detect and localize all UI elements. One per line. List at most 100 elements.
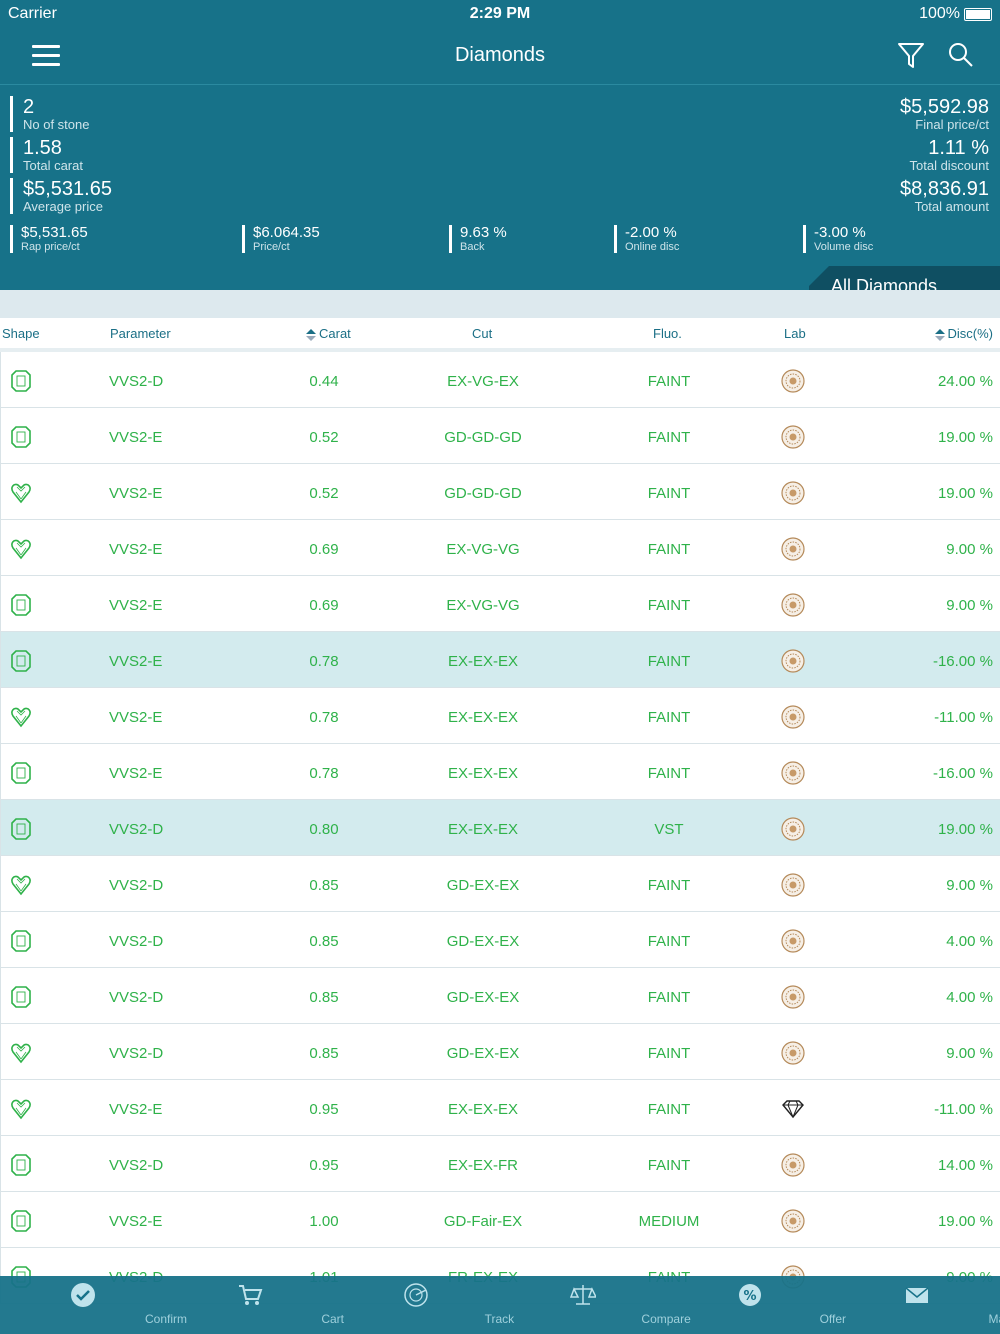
tab-cart[interactable]: Cart [167, 1276, 344, 1334]
filter-icon[interactable] [896, 40, 926, 70]
table-row[interactable]: VVS2-E 0.69 EX-VG-VG FAINT 9.00 % [0, 576, 1000, 632]
table-row[interactable]: VVS2-E 0.78 EX-EX-EX FAINT -11.00 % [0, 688, 1000, 744]
emerald-shape-icon [11, 762, 31, 788]
table-row[interactable]: VVS2-E 0.52 GD-GD-GD FAINT 19.00 % [0, 408, 1000, 464]
segment-strip [0, 290, 1000, 318]
table-row[interactable]: VVS2-D 0.80 EX-EX-EX VST 19.00 % [0, 800, 1000, 856]
col-carat-wrap[interactable]: Carat [306, 326, 351, 341]
cell-fluo: FAINT [647, 653, 691, 670]
col-fluo[interactable]: Fluo. [653, 326, 682, 341]
table-row[interactable]: VVS2-D 0.95 EX-EX-FR FAINT 14.00 % [0, 1136, 1000, 1192]
table-row[interactable]: VVS2-E 0.78 EX-EX-EX FAINT -16.00 % [0, 744, 1000, 800]
cell-fluo: FAINT [647, 541, 691, 558]
col-shape[interactable]: Shape [2, 326, 40, 341]
cell-cut: EX-EX-EX [447, 765, 519, 782]
status-bar: Carrier 2:29 PM 100% [0, 0, 1000, 30]
table-row[interactable]: VVS2-E 0.78 EX-EX-EX FAINT -16.00 % [0, 632, 1000, 688]
table-row[interactable]: VVS2-D 0.85 GD-EX-EX FAINT 9.00 % [0, 856, 1000, 912]
cell-disc: 4.00 % [946, 989, 993, 1006]
hamburger-menu-icon[interactable] [32, 45, 60, 67]
lab-seal-icon [781, 817, 805, 845]
table-row[interactable]: VVS2-D 0.85 GD-EX-EX FAINT 4.00 % [0, 912, 1000, 968]
table-row[interactable]: VVS2-E 1.00 GD-Fair-EX MEDIUM 19.00 % [0, 1192, 1000, 1248]
mini-label: Online disc [625, 241, 680, 253]
table-row[interactable]: VVS2-D 0.85 GD-EX-EX FAINT 9.00 % [0, 1024, 1000, 1080]
emerald-shape-icon [11, 818, 31, 844]
heart-shape-icon [11, 874, 31, 900]
table-row[interactable]: VVS2-D 0.44 EX-VG-EX FAINT 24.00 % [0, 352, 1000, 408]
tab-label: Offer [819, 1312, 847, 1326]
col-cut[interactable]: Cut [472, 326, 493, 341]
cell-disc: 19.00 % [937, 1213, 993, 1230]
cell-parameter: VVS2-E [109, 1101, 163, 1118]
cell-fluo: FAINT [647, 1157, 691, 1174]
stat-label: Total discount [909, 158, 990, 173]
tab-offer[interactable]: % Offer [667, 1276, 846, 1334]
cell-fluo: FAINT [647, 485, 691, 502]
col-lab[interactable]: Lab [784, 326, 806, 341]
cell-carat: 0.78 [309, 709, 339, 726]
stat-label: Total carat [23, 158, 83, 173]
stat-label: Total amount [914, 199, 989, 214]
tab-compare[interactable]: Compare [500, 1276, 691, 1334]
cell-fluo: FAINT [647, 765, 691, 782]
cell-parameter: VVS2-E [109, 485, 163, 502]
battery-status: 100% [919, 5, 992, 23]
cell-disc: 4.00 % [946, 933, 993, 950]
emerald-shape-icon [11, 930, 31, 956]
cell-parameter: VVS2-D [109, 1045, 164, 1062]
cell-disc: 9.00 % [946, 541, 993, 558]
cell-disc: -16.00 % [932, 653, 993, 670]
tab-mail[interactable]: Mail [834, 1276, 1000, 1334]
search-icon[interactable] [946, 40, 976, 70]
cell-disc: -11.00 % [934, 709, 993, 726]
lab-seal-icon [781, 761, 805, 789]
stat-stone-count: 2 No of stone [10, 96, 90, 132]
lab-seal-icon [781, 985, 805, 1013]
cell-carat: 0.85 [309, 877, 339, 894]
table-row[interactable]: VVS2-D 0.85 GD-EX-EX FAINT 4.00 % [0, 968, 1000, 1024]
cell-disc: 9.00 % [946, 597, 993, 614]
tab-track[interactable]: Track [333, 1276, 514, 1334]
sort-icon [306, 328, 316, 341]
table-row[interactable]: VVS2-E 0.69 EX-VG-VG FAINT 9.00 % [0, 520, 1000, 576]
cell-parameter: VVS2-E [109, 597, 163, 614]
cell-carat: 0.85 [309, 1045, 339, 1062]
cell-fluo: FAINT [647, 597, 691, 614]
cell-fluo: VST [654, 821, 684, 838]
status-time: 2:29 PM [469, 5, 531, 22]
mini-stat-volume-disc: -3.00 % Volume disc [803, 225, 873, 253]
stat-total-discount: 1.11 % Total discount [910, 137, 990, 173]
cell-parameter: VVS2-E [109, 765, 163, 782]
col-parameter[interactable]: Parameter [110, 326, 171, 341]
cell-carat: 0.69 [309, 541, 339, 558]
cell-cut: EX-EX-FR [447, 1157, 518, 1174]
cell-cut: EX-EX-EX [447, 709, 519, 726]
mail-icon [905, 1287, 928, 1303]
cell-parameter: VVS2-E [109, 541, 163, 558]
lab-seal-icon [781, 481, 805, 509]
table-row[interactable]: VVS2-E 0.95 EX-EX-EX FAINT -11.00 % [0, 1080, 1000, 1136]
cell-parameter: VVS2-D [109, 821, 164, 838]
stat-value: $5,592.98 [900, 96, 989, 118]
cell-parameter: VVS2-D [109, 989, 164, 1006]
cell-disc: 19.00 % [937, 821, 993, 838]
col-disc-wrap[interactable]: Disc(%) [934, 326, 993, 341]
emerald-shape-icon [11, 1210, 31, 1236]
lab-seal-icon [781, 1209, 805, 1237]
cell-disc: 19.00 % [937, 485, 993, 502]
cell-cut: GD-Fair-EX [443, 1213, 523, 1230]
cell-carat: 0.78 [309, 765, 339, 782]
lab-seal-icon [781, 929, 805, 957]
tab-label: Confirm [144, 1312, 187, 1326]
tab-label: Mail [988, 1312, 1000, 1326]
cell-fluo: FAINT [647, 1101, 691, 1118]
cell-parameter: VVS2-E [109, 709, 163, 726]
table-row[interactable]: VVS2-E 0.52 GD-GD-GD FAINT 19.00 % [0, 464, 1000, 520]
cell-carat: 0.85 [309, 989, 339, 1006]
cell-fluo: FAINT [647, 933, 691, 950]
stat-label: No of stone [23, 117, 90, 132]
tab-confirm[interactable]: Confirm [0, 1276, 187, 1334]
cell-cut: GD-EX-EX [446, 933, 520, 950]
mini-label: Volume disc [814, 241, 874, 253]
